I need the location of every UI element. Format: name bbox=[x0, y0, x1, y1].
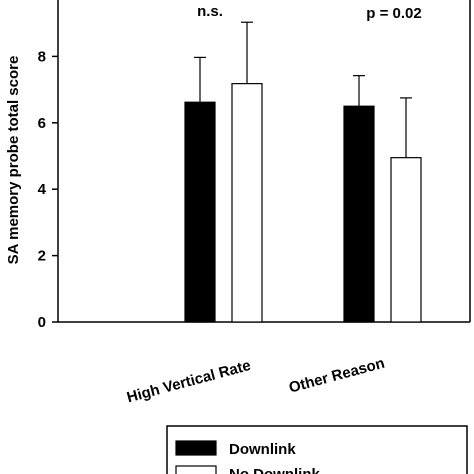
category-label: Other Reason bbox=[287, 355, 386, 397]
bar-other-reason-downlink bbox=[343, 105, 375, 323]
legend-box bbox=[166, 425, 468, 474]
y-axis-label: SA memory probe total score bbox=[5, 56, 22, 265]
bar-high-vertical-rate-downlink bbox=[184, 101, 216, 323]
bar-high-vertical-rate-no-downlink bbox=[231, 83, 263, 323]
legend-swatch bbox=[175, 440, 217, 456]
error-bars-group bbox=[194, 21, 412, 158]
y-tick-label: 4 bbox=[38, 181, 47, 198]
legend-label: Downlink bbox=[229, 441, 296, 458]
y-axis: 0 2 4 6 8 bbox=[38, 48, 58, 331]
legend: Downlink No Downlink bbox=[166, 425, 468, 474]
significance-annotation: n.s. bbox=[197, 3, 223, 20]
bars-group bbox=[184, 83, 422, 323]
annotations: n.s. p = 0.02 bbox=[197, 3, 422, 22]
y-tick-label: 2 bbox=[38, 248, 46, 265]
bar-other-reason-no-downlink bbox=[390, 157, 422, 323]
y-tick-label: 8 bbox=[38, 48, 46, 65]
legend-swatch bbox=[175, 465, 217, 474]
legend-label: No Downlink bbox=[229, 466, 320, 474]
y-tick-label: 0 bbox=[38, 314, 46, 331]
category-label: High Vertical Rate bbox=[125, 357, 253, 406]
y-tick-label: 6 bbox=[38, 115, 46, 132]
category-labels: High Vertical Rate Other Reason bbox=[125, 355, 387, 407]
significance-annotation: p = 0.02 bbox=[366, 5, 421, 22]
